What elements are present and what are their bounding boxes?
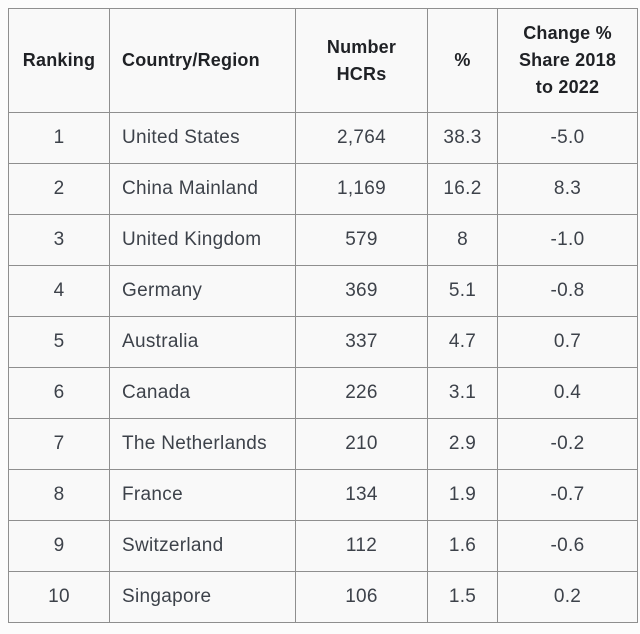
table-row: 2 China Mainland 1,169 16.2 8.3 <box>8 163 638 215</box>
percent-cell: 1.9 <box>427 469 498 521</box>
change-cell: -0.6 <box>497 520 638 572</box>
hcrs-cell: 337 <box>295 316 428 368</box>
table-row: 4 Germany 369 5.1 -0.8 <box>8 265 638 317</box>
hcrs-cell: 2,764 <box>295 112 428 164</box>
table-row: 1 United States 2,764 38.3 -5.0 <box>8 112 638 164</box>
percent-cell: 2.9 <box>427 418 498 470</box>
percent-cell: 3.1 <box>427 367 498 419</box>
country-cell: Switzerland <box>109 520 296 572</box>
country-cell: Australia <box>109 316 296 368</box>
percent-cell: 1.6 <box>427 520 498 572</box>
ranking-cell: 8 <box>8 469 110 521</box>
change-cell: -0.8 <box>497 265 638 317</box>
hcrs-cell: 112 <box>295 520 428 572</box>
hcr-ranking-table: Ranking Country/Region Number HCRs % Cha… <box>8 8 638 623</box>
hcrs-cell: 226 <box>295 367 428 419</box>
change-cell: -5.0 <box>497 112 638 164</box>
country-cell: Singapore <box>109 571 296 623</box>
hcrs-cell: 210 <box>295 418 428 470</box>
country-cell: Canada <box>109 367 296 419</box>
hcrs-cell: 134 <box>295 469 428 521</box>
ranking-cell: 7 <box>8 418 110 470</box>
percent-cell: 8 <box>427 214 498 266</box>
percent-cell: 1.5 <box>427 571 498 623</box>
country-cell: China Mainland <box>109 163 296 215</box>
ranking-cell: 10 <box>8 571 110 623</box>
hcrs-cell: 579 <box>295 214 428 266</box>
table-row: 7 The Netherlands 210 2.9 -0.2 <box>8 418 638 470</box>
header-row: Ranking Country/Region Number HCRs % Cha… <box>8 8 638 113</box>
ranking-cell: 3 <box>8 214 110 266</box>
table-row: 5 Australia 337 4.7 0.7 <box>8 316 638 368</box>
header-change-share: Change % Share 2018 to 2022 <box>497 8 638 113</box>
table-row: 8 France 134 1.9 -0.7 <box>8 469 638 521</box>
ranking-cell: 9 <box>8 520 110 572</box>
header-ranking: Ranking <box>8 8 110 113</box>
table-row: 3 United Kingdom 579 8 -1.0 <box>8 214 638 266</box>
table-row: 10 Singapore 106 1.5 0.2 <box>8 571 638 623</box>
table-row: 9 Switzerland 112 1.6 -0.6 <box>8 520 638 572</box>
country-cell: France <box>109 469 296 521</box>
percent-cell: 38.3 <box>427 112 498 164</box>
hcrs-cell: 106 <box>295 571 428 623</box>
change-cell: -0.7 <box>497 469 638 521</box>
header-percent: % <box>427 8 498 113</box>
country-cell: United States <box>109 112 296 164</box>
header-number-hcrs: Number HCRs <box>295 8 428 113</box>
ranking-cell: 5 <box>8 316 110 368</box>
country-cell: Germany <box>109 265 296 317</box>
percent-cell: 4.7 <box>427 316 498 368</box>
ranking-cell: 1 <box>8 112 110 164</box>
ranking-cell: 2 <box>8 163 110 215</box>
change-cell: 8.3 <box>497 163 638 215</box>
table-row: 6 Canada 226 3.1 0.4 <box>8 367 638 419</box>
hcrs-cell: 1,169 <box>295 163 428 215</box>
ranking-cell: 6 <box>8 367 110 419</box>
header-country-region: Country/Region <box>109 8 296 113</box>
country-cell: United Kingdom <box>109 214 296 266</box>
change-cell: -0.2 <box>497 418 638 470</box>
change-cell: -1.0 <box>497 214 638 266</box>
change-cell: 0.7 <box>497 316 638 368</box>
change-cell: 0.2 <box>497 571 638 623</box>
percent-cell: 16.2 <box>427 163 498 215</box>
country-cell: The Netherlands <box>109 418 296 470</box>
ranking-cell: 4 <box>8 265 110 317</box>
percent-cell: 5.1 <box>427 265 498 317</box>
hcrs-cell: 369 <box>295 265 428 317</box>
change-cell: 0.4 <box>497 367 638 419</box>
